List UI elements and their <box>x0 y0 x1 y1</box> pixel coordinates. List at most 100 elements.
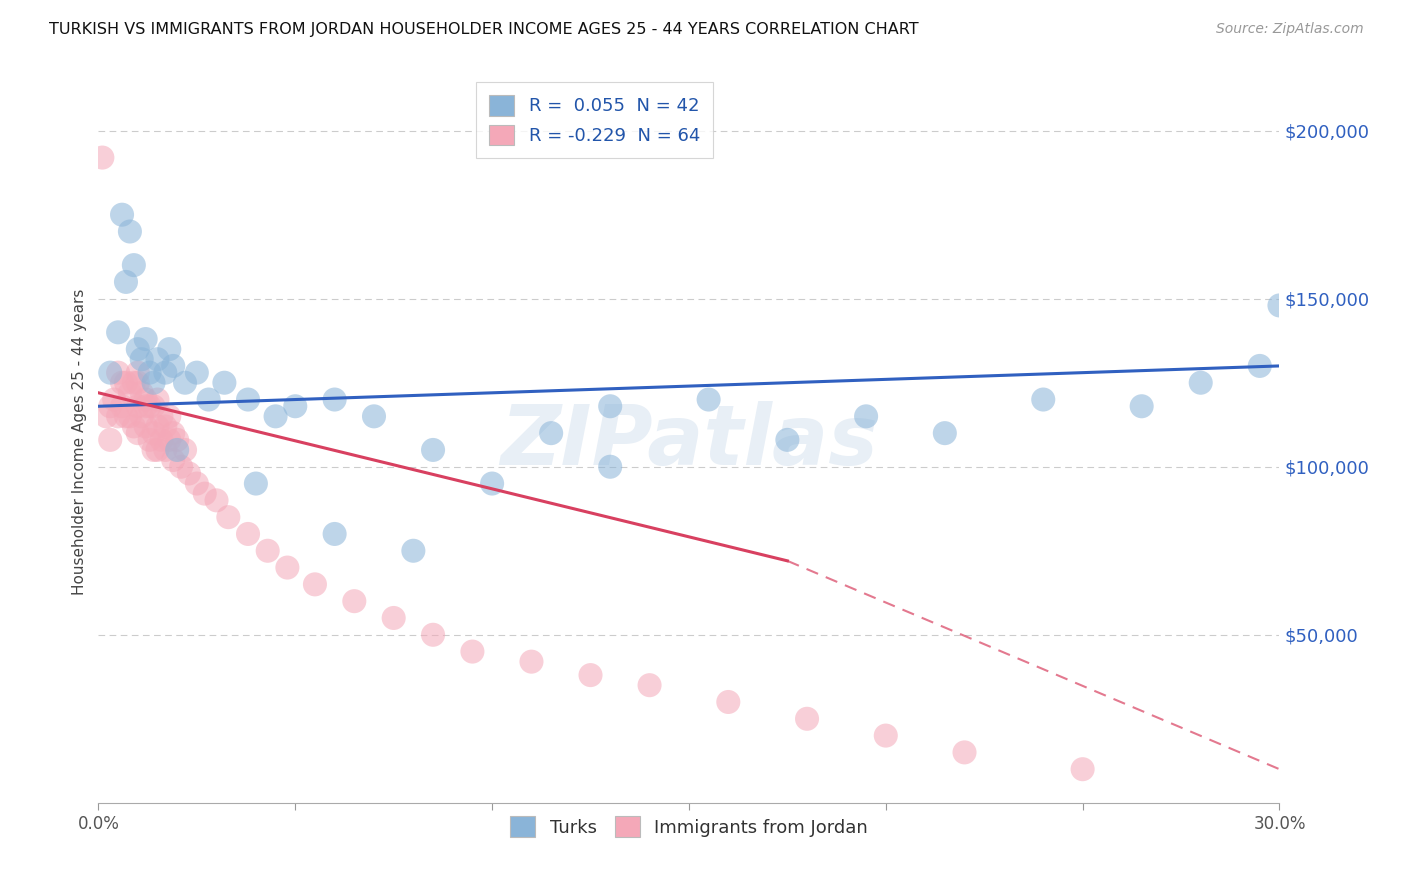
Point <box>186 366 208 380</box>
Point <box>127 376 149 390</box>
Point <box>118 225 141 239</box>
Point <box>323 392 346 407</box>
Point <box>1130 399 1153 413</box>
Point <box>323 527 346 541</box>
Point <box>934 426 956 441</box>
Point <box>579 668 602 682</box>
Point <box>150 409 173 424</box>
Point <box>146 352 169 367</box>
Point <box>217 510 239 524</box>
Point <box>776 433 799 447</box>
Point <box>162 426 184 441</box>
Point <box>107 326 129 340</box>
Point <box>122 419 145 434</box>
Point <box>1189 376 1212 390</box>
Point <box>107 366 129 380</box>
Point <box>111 208 134 222</box>
Point <box>111 399 134 413</box>
Point <box>131 409 153 424</box>
Point <box>245 476 267 491</box>
Point <box>461 644 484 658</box>
Point <box>796 712 818 726</box>
Point <box>107 409 129 424</box>
Point <box>142 399 165 413</box>
Point <box>103 392 125 407</box>
Point <box>138 366 160 380</box>
Point <box>481 476 503 491</box>
Point <box>697 392 720 407</box>
Point <box>197 392 219 407</box>
Point <box>214 376 236 390</box>
Point <box>127 342 149 356</box>
Point <box>304 577 326 591</box>
Point <box>98 399 121 413</box>
Point <box>135 399 157 413</box>
Point <box>142 376 165 390</box>
Point <box>236 527 259 541</box>
Point <box>96 409 118 424</box>
Point <box>1268 298 1291 312</box>
Point <box>98 433 121 447</box>
Point <box>177 467 200 481</box>
Point <box>717 695 740 709</box>
Point <box>170 459 193 474</box>
Point <box>236 392 259 407</box>
Point <box>1032 392 1054 407</box>
Point <box>138 433 160 447</box>
Point <box>115 275 138 289</box>
Point <box>422 442 444 457</box>
Point <box>135 332 157 346</box>
Point <box>118 409 141 424</box>
Point <box>150 433 173 447</box>
Point <box>953 745 976 759</box>
Point <box>875 729 897 743</box>
Point <box>122 376 145 390</box>
Point <box>174 376 197 390</box>
Point <box>146 419 169 434</box>
Point <box>205 493 228 508</box>
Point <box>131 352 153 367</box>
Point <box>382 611 405 625</box>
Point <box>599 459 621 474</box>
Point <box>131 385 153 400</box>
Point <box>162 359 184 373</box>
Text: ZIPatlas: ZIPatlas <box>501 401 877 482</box>
Point <box>155 419 177 434</box>
Point <box>166 433 188 447</box>
Point <box>157 409 180 424</box>
Point <box>115 376 138 390</box>
Point <box>157 433 180 447</box>
Point <box>138 399 160 413</box>
Point <box>422 628 444 642</box>
Point <box>402 543 425 558</box>
Point <box>122 258 145 272</box>
Point <box>98 366 121 380</box>
Point <box>155 366 177 380</box>
Point <box>157 342 180 356</box>
Point <box>284 399 307 413</box>
Text: Source: ZipAtlas.com: Source: ZipAtlas.com <box>1216 22 1364 37</box>
Point <box>142 442 165 457</box>
Point <box>127 366 149 380</box>
Point <box>135 419 157 434</box>
Point <box>111 376 134 390</box>
Point <box>91 151 114 165</box>
Point <box>343 594 366 608</box>
Point <box>276 560 298 574</box>
Point <box>186 476 208 491</box>
Point <box>363 409 385 424</box>
Point <box>638 678 661 692</box>
Point <box>155 442 177 457</box>
Point <box>127 399 149 413</box>
Point <box>599 399 621 413</box>
Point <box>264 409 287 424</box>
Point <box>127 426 149 441</box>
Point <box>135 392 157 407</box>
Point <box>174 442 197 457</box>
Text: TURKISH VS IMMIGRANTS FROM JORDAN HOUSEHOLDER INCOME AGES 25 - 44 YEARS CORRELAT: TURKISH VS IMMIGRANTS FROM JORDAN HOUSEH… <box>49 22 920 37</box>
Point <box>855 409 877 424</box>
Point <box>256 543 278 558</box>
Point <box>146 392 169 407</box>
Point <box>166 442 188 457</box>
Point <box>146 442 169 457</box>
